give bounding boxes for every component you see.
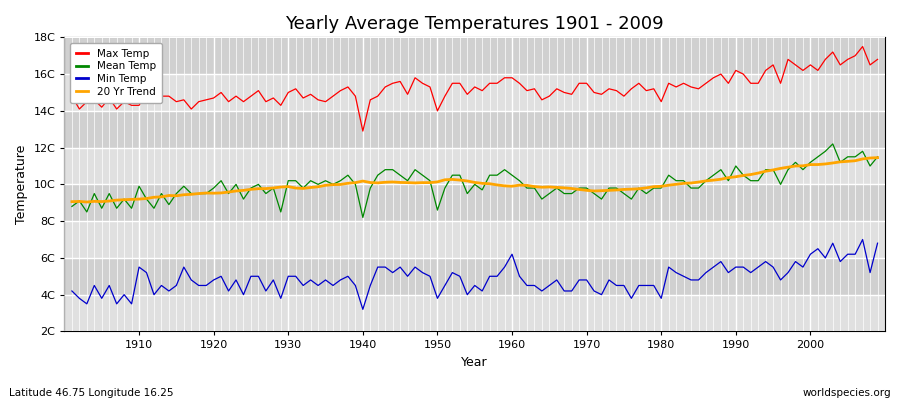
Bar (65, 74, 885, 111)
Bar (65, 295, 885, 332)
Bar (65, 111, 885, 148)
Bar (65, 258, 885, 295)
Y-axis label: Temperature: Temperature (15, 145, 28, 224)
Bar (65, 37, 885, 74)
Text: worldspecies.org: worldspecies.org (803, 388, 891, 398)
Title: Yearly Average Temperatures 1901 - 2009: Yearly Average Temperatures 1901 - 2009 (285, 15, 664, 33)
X-axis label: Year: Year (462, 356, 488, 369)
Legend: Max Temp, Mean Temp, Min Temp, 20 Yr Trend: Max Temp, Mean Temp, Min Temp, 20 Yr Tre… (69, 42, 162, 103)
Bar (65, 148, 885, 184)
Bar (65, 184, 885, 221)
Bar (65, 221, 885, 258)
Text: Latitude 46.75 Longitude 16.25: Latitude 46.75 Longitude 16.25 (9, 388, 174, 398)
